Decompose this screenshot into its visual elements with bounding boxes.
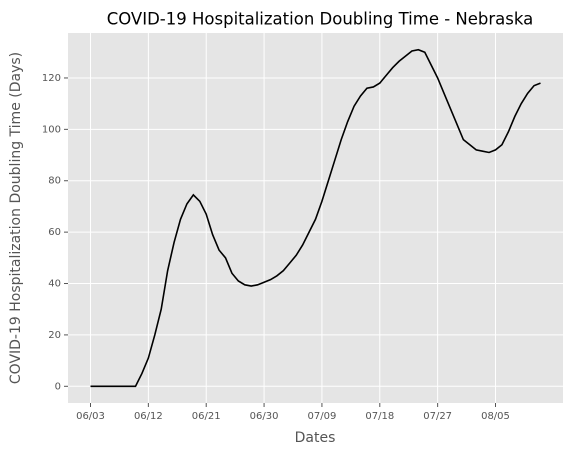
x-tick-label: 06/03	[76, 411, 105, 422]
x-tick-label: 07/18	[365, 411, 394, 422]
x-tick-label: 07/09	[308, 411, 337, 422]
x-tick-label: 07/27	[423, 411, 452, 422]
y-tick-label: 120	[42, 73, 61, 84]
y-axis-label: COVID-19 Hospitalization Doubling Time (…	[8, 52, 24, 384]
y-tick-label: 100	[42, 124, 61, 135]
x-tick-label: 08/05	[481, 411, 510, 422]
x-tick-label: 06/21	[192, 411, 221, 422]
y-tick-label: 80	[48, 176, 61, 187]
data-line	[90, 48, 541, 388]
x-axis-label: Dates	[295, 430, 336, 446]
y-tick-label: 0	[55, 381, 61, 392]
x-tick-label: 06/12	[134, 411, 163, 422]
y-tick-label: 60	[48, 227, 61, 238]
chart-title: COVID-19 Hospitalization Doubling Time -…	[107, 10, 534, 29]
x-tick-label: 06/30	[250, 411, 279, 422]
y-tick-label: 20	[48, 330, 61, 341]
y-tick-label: 40	[48, 279, 61, 290]
